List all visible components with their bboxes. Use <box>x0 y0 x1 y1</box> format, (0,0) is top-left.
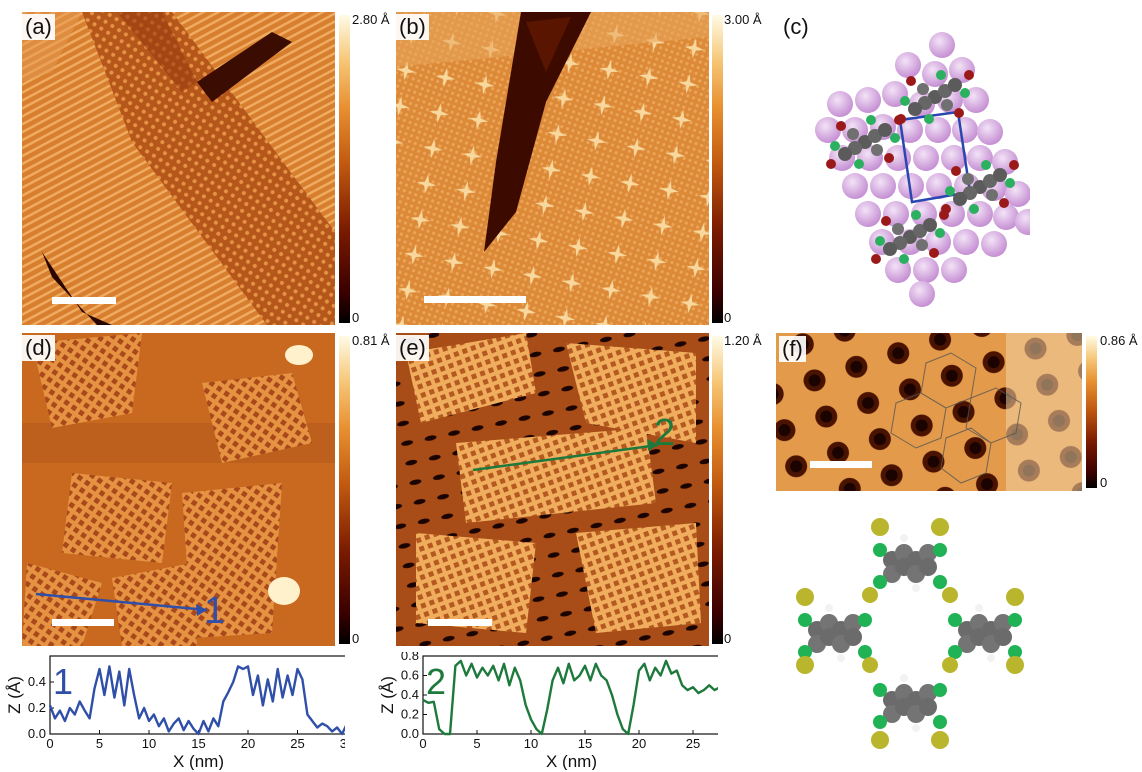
stm-image-b <box>396 12 709 325</box>
y-tick-label: 0.2 <box>28 700 46 715</box>
x-tick-label: 0 <box>419 736 426 751</box>
colorbar-min-e: 0 <box>724 631 732 646</box>
x-tick-label: 15 <box>191 736 205 751</box>
y-tick-label: 0.2 <box>401 707 419 722</box>
colorbar-d <box>339 336 350 644</box>
colorbar-min-f: 0 <box>1100 475 1108 490</box>
x-tick-label: 15 <box>578 736 592 751</box>
colorbar-max-f: 0.86 Å <box>1100 333 1138 348</box>
panel-label-c: (c) <box>783 14 809 39</box>
scale-bar-a <box>52 297 116 304</box>
x-tick-label: 10 <box>142 736 156 751</box>
network-unit-bottom <box>871 674 949 749</box>
x-axis-title: X (nm) <box>173 752 224 770</box>
panel-e: (e) 2 1.20 Å 0 <box>396 333 766 651</box>
x-tick-label: 20 <box>241 736 255 751</box>
y-tick-label: 0.0 <box>401 726 419 741</box>
y-tick-label: 0.8 <box>401 652 419 663</box>
x-tick-label: 25 <box>686 736 700 751</box>
y-tick-label: 0.4 <box>401 687 419 702</box>
panel-label-b: (b) <box>396 14 429 40</box>
colorbar-a <box>339 15 350 323</box>
line-marker-2: 2 <box>654 412 676 454</box>
colorbar-e <box>712 336 723 644</box>
molecular-network-model <box>796 518 1024 749</box>
x-tick-label: 10 <box>524 736 538 751</box>
panel-label-e: (e) <box>396 335 429 361</box>
colorbar-min-a: 0 <box>352 310 360 325</box>
colorbar-max-b: 3.00 Å <box>724 12 762 27</box>
y-axis-title: Z (Å) <box>378 676 397 714</box>
x-tick-label: 20 <box>632 736 646 751</box>
colorbar-f <box>1086 336 1097 488</box>
colorbar-min-b: 0 <box>724 310 732 325</box>
y-tick-label: 0.0 <box>28 726 46 741</box>
y-tick-label: 0.6 <box>401 668 419 683</box>
colorbar-max-a: 2.80 Å <box>352 12 390 27</box>
colorbar-max-e: 1.20 Å <box>724 333 762 348</box>
panel-f: (f) 0.86 Å 0 <box>776 333 1138 498</box>
panel-d: (d) 1 0.81 Å 0 <box>22 333 390 651</box>
height-profile-chart-2: 0 5 10 15 20 25 0.0 0.2 0.4 0.6 0.8 X (nm) Z (Å) 2 <box>378 652 718 770</box>
scale-bar-b <box>424 296 526 303</box>
line-profile-path-1 <box>35 592 208 616</box>
x-tick-label: 5 <box>473 736 480 751</box>
panel-label-a: (a) <box>22 14 55 40</box>
profile-marker-2: 2 <box>426 661 446 702</box>
stm-image-d <box>22 333 335 646</box>
x-axis-title: X (nm) <box>546 752 597 770</box>
x-tick-label: 0 <box>46 736 53 751</box>
profile-line-2 <box>422 659 718 736</box>
scale-bar-d <box>52 619 114 626</box>
x-tick-label: 5 <box>96 736 103 751</box>
scale-bar-e <box>428 619 492 626</box>
panel-label-f: (f) <box>779 336 806 362</box>
molecular-model-c <box>815 32 1030 307</box>
network-unit-top <box>871 518 949 592</box>
line-marker-1: 1 <box>204 590 226 632</box>
colorbar-max-d: 0.81 Å <box>352 333 390 348</box>
x-tick-label: 30 <box>340 736 345 751</box>
network-unit-right <box>948 588 1024 674</box>
height-profile-chart-1: 0 5 10 15 20 25 30 0.0 0.2 0.4 X (nm) Z (Å) 1 <box>5 655 345 770</box>
x-tick-label: 25 <box>290 736 304 751</box>
panel-label-d: (d) <box>22 335 55 361</box>
line-profile-path-2 <box>472 439 659 472</box>
panel-b: (b) 3.00 Å 0 <box>396 12 766 330</box>
colorbar-b <box>712 15 723 323</box>
profile-line-1 <box>48 665 345 736</box>
stm-image-a <box>22 12 335 325</box>
stm-image-e <box>396 333 709 646</box>
panel-a: (a) 2.80 Å 0 <box>22 12 390 330</box>
profile-marker-1: 1 <box>53 661 73 702</box>
panel-c: (c) <box>780 12 1030 312</box>
scale-bar-f <box>810 461 872 468</box>
y-tick-label: 0.4 <box>28 674 46 689</box>
network-unit-left <box>796 588 872 674</box>
y-axis-title: Z (Å) <box>5 676 24 714</box>
colorbar-min-d: 0 <box>352 631 360 646</box>
